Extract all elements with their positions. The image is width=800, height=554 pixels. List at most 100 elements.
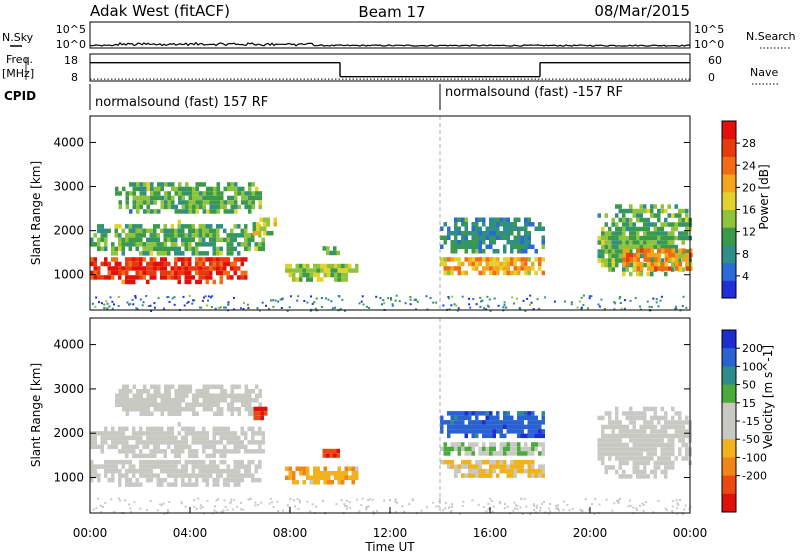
cell [299, 466, 303, 471]
cell [254, 464, 258, 469]
cell [356, 498, 359, 501]
cell [653, 438, 657, 443]
cell [643, 252, 647, 258]
cell [661, 261, 665, 267]
cell [639, 271, 643, 277]
cell [160, 468, 164, 474]
cell [625, 424, 629, 430]
cell [478, 249, 482, 254]
cell [365, 506, 368, 508]
cell [524, 240, 528, 245]
cell [202, 261, 206, 267]
cell [184, 233, 188, 238]
cell [213, 191, 217, 196]
cell [128, 257, 132, 262]
cell [617, 501, 620, 504]
cell [132, 279, 136, 285]
cell [174, 407, 178, 412]
cell [506, 240, 510, 245]
cell [471, 411, 475, 416]
cell [482, 433, 486, 439]
cell [541, 473, 545, 478]
cell [211, 295, 214, 298]
cell [202, 257, 206, 262]
cell [241, 393, 245, 398]
cell [681, 222, 685, 227]
cell [233, 224, 237, 229]
cell [475, 249, 479, 254]
cell [664, 424, 668, 430]
cell [506, 429, 510, 434]
cell [216, 246, 220, 252]
cell [181, 473, 185, 478]
cell [674, 213, 678, 218]
cell [671, 226, 675, 232]
cell [667, 460, 671, 466]
cell [618, 258, 622, 263]
cell [146, 270, 150, 276]
cell [432, 301, 435, 304]
cell [664, 447, 668, 452]
cell [531, 415, 535, 421]
cell [564, 300, 566, 303]
cell [496, 217, 500, 222]
cell [601, 429, 605, 434]
cell [608, 411, 612, 416]
cell [538, 429, 542, 434]
cell [188, 402, 192, 407]
cell [674, 424, 678, 430]
velocity-colorbar-tick-label: 50 [742, 379, 756, 392]
cell [195, 257, 199, 262]
cell [510, 446, 514, 452]
cell [199, 507, 202, 510]
cell [191, 237, 195, 243]
cell [223, 228, 227, 234]
cell [435, 301, 438, 304]
cell [202, 473, 206, 478]
cell [478, 473, 482, 478]
cell [344, 475, 348, 480]
cell [118, 468, 122, 474]
cell [128, 459, 132, 465]
cell [193, 299, 196, 302]
cell [482, 266, 486, 271]
cell [258, 440, 262, 445]
cell [149, 242, 153, 247]
cell [199, 306, 201, 309]
cell [209, 261, 213, 267]
cell [233, 482, 237, 487]
cell [480, 300, 482, 303]
cell [685, 306, 688, 309]
cell [258, 464, 262, 469]
cell [90, 473, 94, 478]
cell [503, 415, 507, 421]
cell [135, 233, 139, 238]
cell [327, 268, 331, 273]
velocity-colorbar-tick-label: -200 [742, 470, 767, 483]
cell [671, 433, 675, 439]
cell [682, 295, 685, 298]
cell [167, 464, 171, 469]
cell [314, 307, 317, 310]
cell [171, 407, 175, 412]
cell [464, 226, 468, 231]
cell [135, 228, 139, 234]
cell [199, 191, 203, 196]
cell [174, 186, 178, 192]
cell [220, 384, 224, 389]
cell [264, 406, 268, 412]
cell [510, 249, 514, 254]
cell [270, 231, 274, 236]
cell [674, 429, 678, 434]
cell [125, 384, 129, 389]
cell [125, 266, 129, 271]
cell [540, 503, 543, 506]
cell [104, 468, 108, 474]
cell [506, 257, 510, 262]
cell [106, 307, 109, 310]
cell [457, 244, 461, 249]
cell [629, 262, 633, 268]
cell [517, 411, 521, 416]
cell [118, 473, 122, 478]
